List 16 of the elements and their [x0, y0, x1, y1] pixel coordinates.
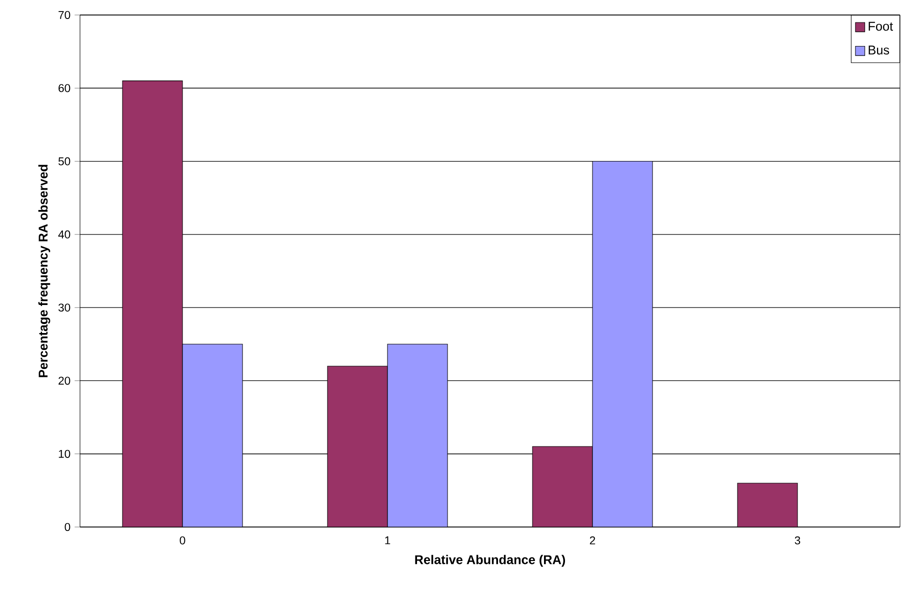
- y-tick-label: 10: [58, 450, 70, 458]
- y-tick-label: 50: [58, 157, 70, 166]
- legend-label: Foot: [868, 22, 893, 31]
- x-tick-label: 0: [180, 536, 186, 544]
- y-tick-label: 60: [58, 84, 70, 92]
- y-tick-label: 40: [58, 230, 70, 238]
- x-tick-label: 3: [794, 536, 800, 544]
- x-tick-label: 1: [385, 536, 390, 544]
- x-axis-title: Relative Abundance (RA): [415, 554, 566, 567]
- y-tick-label: 70: [58, 10, 70, 19]
- y-tick-label: 20: [58, 376, 70, 385]
- y-tick-label: 0: [64, 522, 70, 532]
- legend-label: Bus: [868, 46, 890, 55]
- y-axis-title: Percentage frequency RA observed: [38, 164, 50, 378]
- y-tick-label: 30: [58, 304, 70, 312]
- x-tick-label: 2: [590, 536, 596, 544]
